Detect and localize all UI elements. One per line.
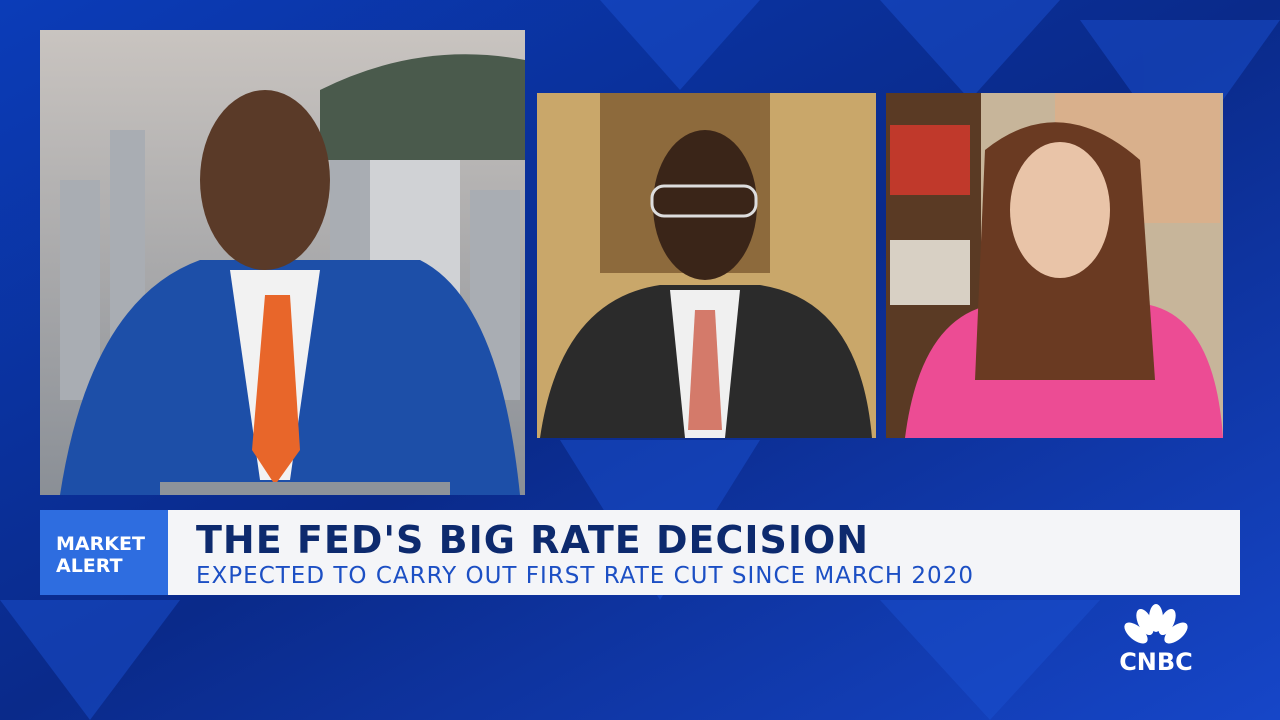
subhead: EXPECTED TO CARRY OUT FIRST RATE CUT SIN… [196, 563, 974, 589]
logo-text: CNBC [1119, 648, 1193, 676]
guest-video-panel [537, 93, 876, 438]
headline: THE FED'S BIG RATE DECISION [196, 518, 869, 562]
tag-text: ALERT [56, 555, 123, 577]
headline-bar [168, 510, 1240, 595]
network-logo: CNBC [1119, 604, 1193, 676]
market-alert-tag [40, 510, 168, 595]
lower-third: MARKET ALERT THE FED'S BIG RATE DECISION… [40, 510, 1240, 595]
guest-video-panel [886, 93, 1223, 438]
anchor-video-panel [40, 30, 525, 495]
tag-text: MARKET [56, 533, 145, 555]
